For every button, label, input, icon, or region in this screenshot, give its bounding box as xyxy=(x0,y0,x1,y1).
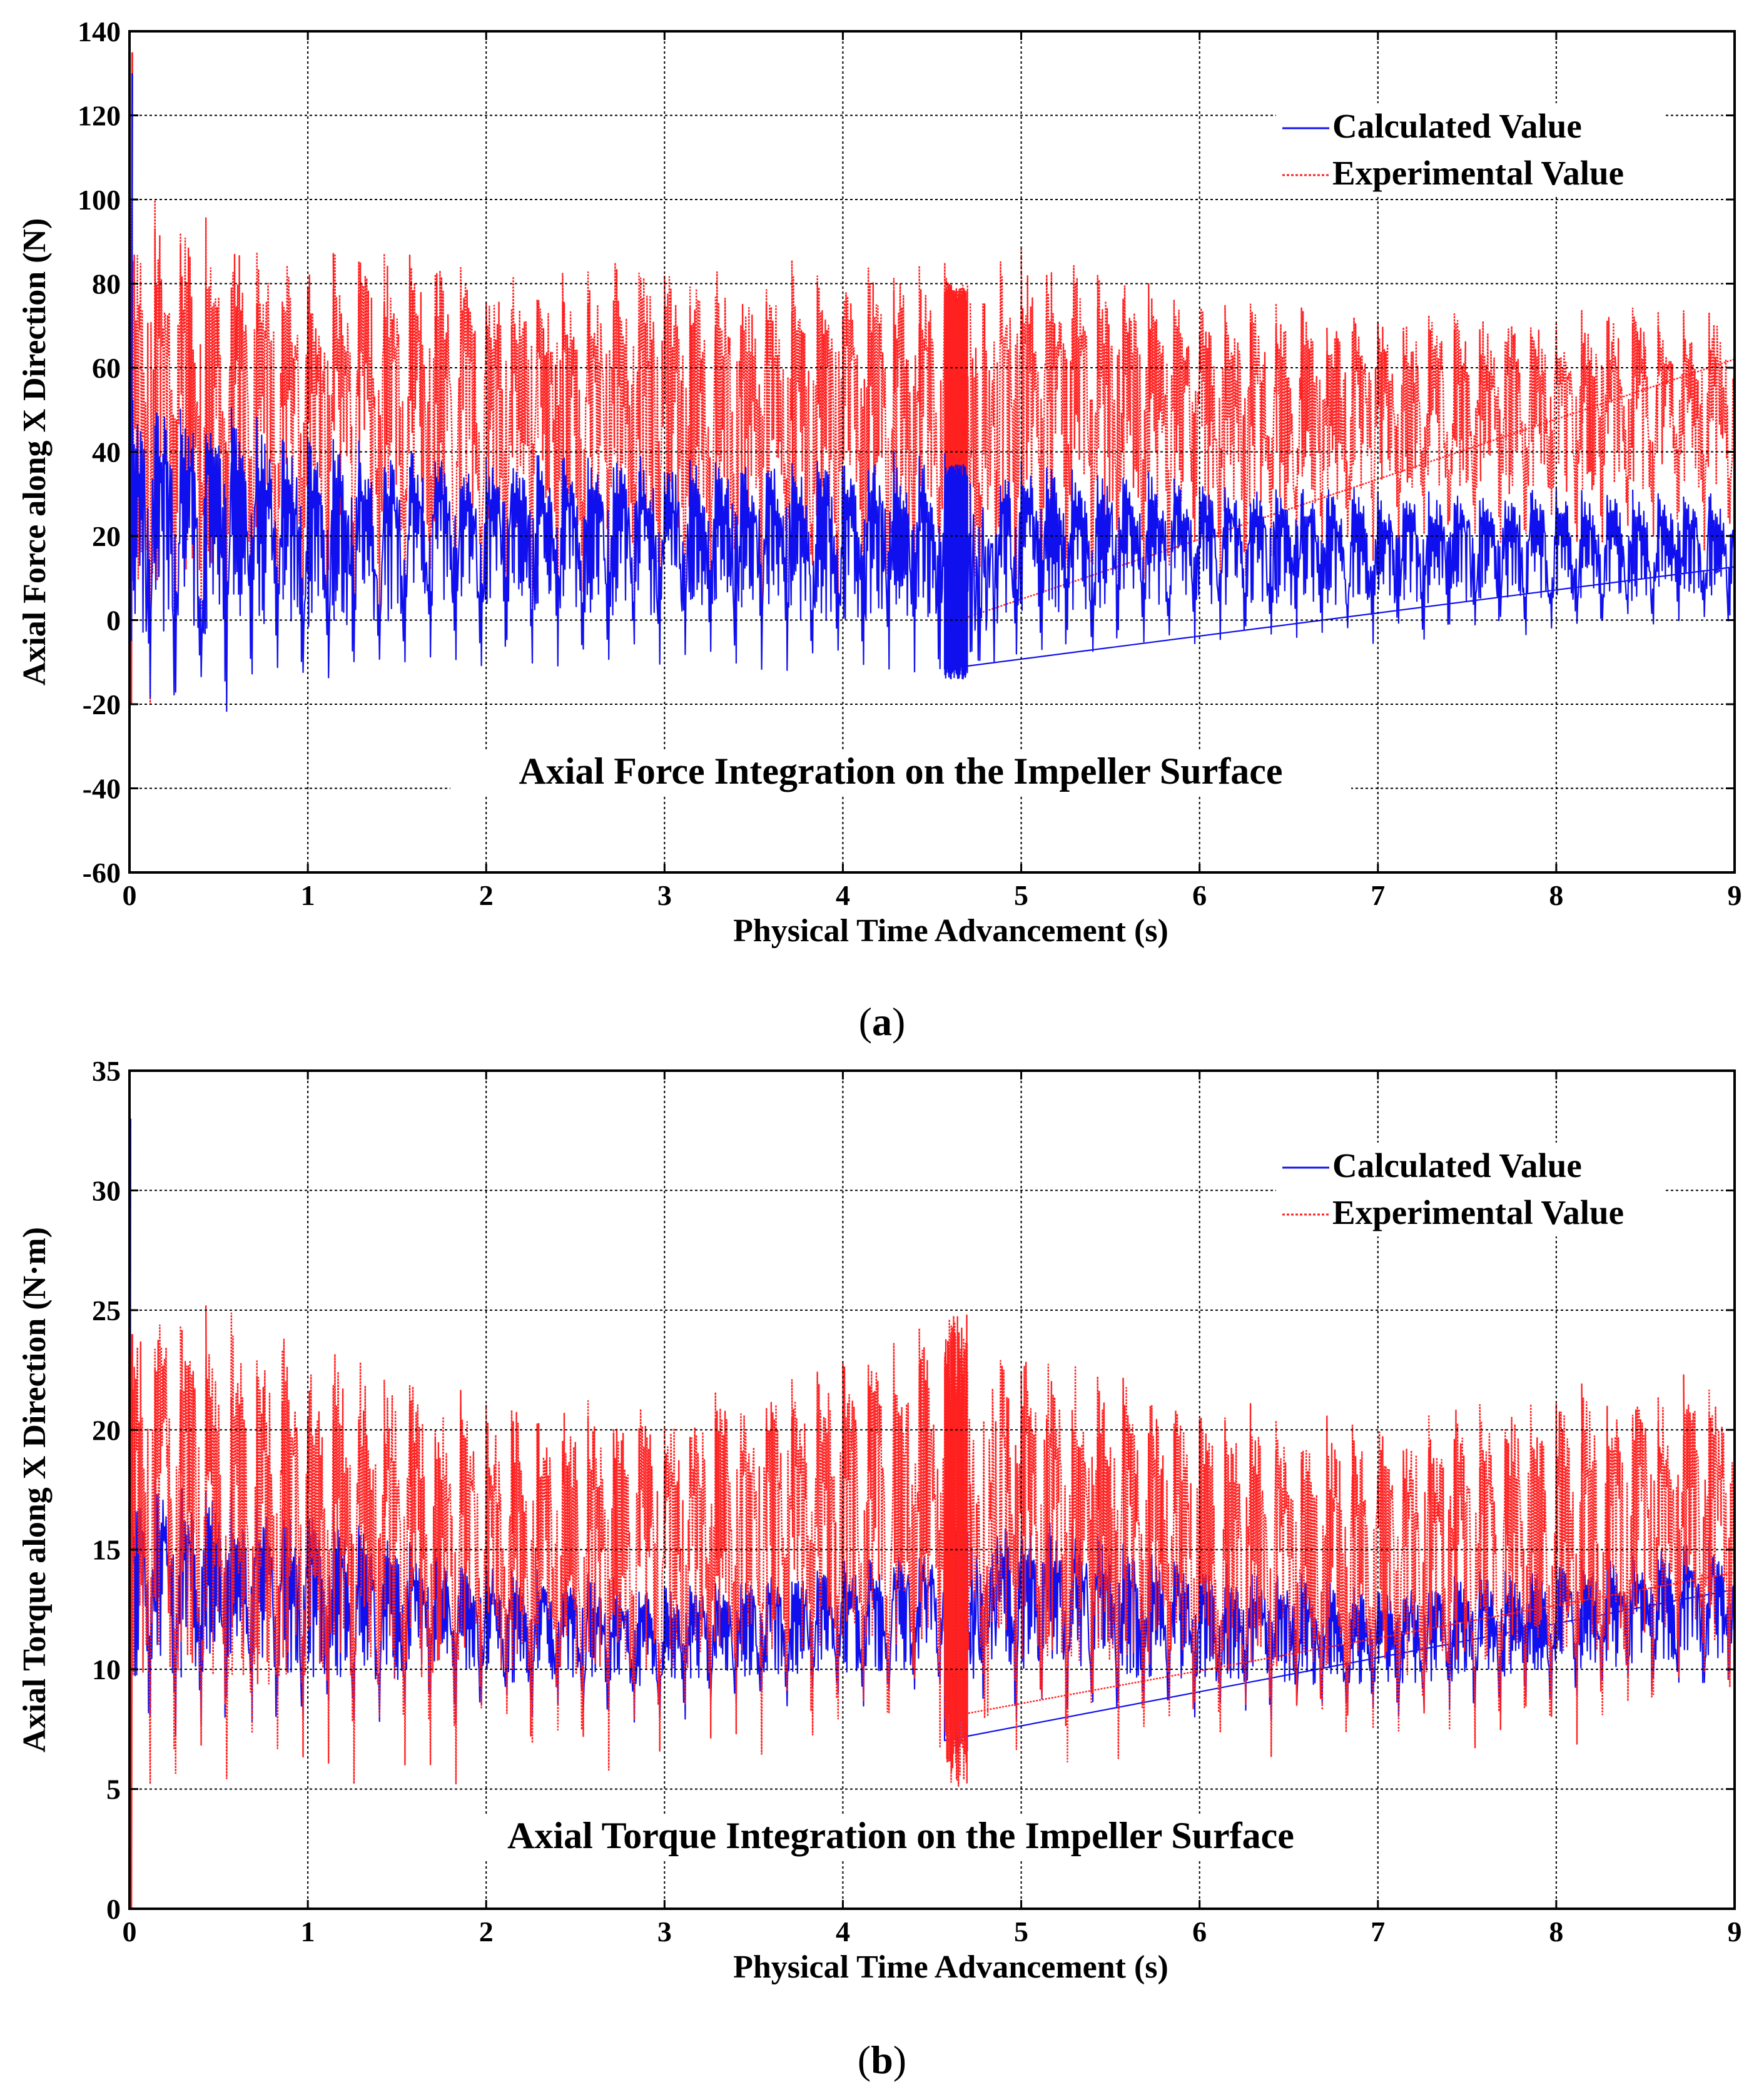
panel-a-legend-calculated: Calculated Value xyxy=(1332,107,1582,145)
panel-b-y-tick-label: 10 xyxy=(92,1654,121,1685)
panel-a-y-tick-label: 80 xyxy=(92,268,121,300)
panel-a-calculated-spike xyxy=(130,73,133,642)
panel-a-annotation-bg xyxy=(450,749,1351,796)
panel-b-caption-open: ( xyxy=(858,2038,871,2082)
panel-a-caption-open: ( xyxy=(859,999,872,1044)
panel-a-y-axis-label: Axial Force along X Direction (N) xyxy=(17,218,53,686)
panel-a-x-tick-label: 7 xyxy=(1371,879,1385,911)
panel-a-calculated-series xyxy=(128,395,1736,712)
panel-b-x-tick-label: 8 xyxy=(1549,1916,1563,1948)
panel-b-x-tick-label: 7 xyxy=(1371,1916,1385,1948)
panel-a-experimental-series xyxy=(128,199,1736,705)
panel-b-y-tick-label: 25 xyxy=(92,1295,121,1327)
panel-b-y-tick-label: 20 xyxy=(92,1414,121,1446)
panel-b-x-tick-label: 3 xyxy=(657,1916,672,1948)
panel-a-y-tick-label: -60 xyxy=(83,857,121,889)
panel-a-ticks: 0 1 2 3 4 5 6 7 8 9 -60 -40 -20 0 20 40 60 80 100 120 140 xyxy=(78,16,1742,911)
panel-b-legend-experimental: Experimental Value xyxy=(1332,1193,1624,1231)
panel-a-y-tick-label: 120 xyxy=(78,100,121,132)
panel-b-x-tick-label: 9 xyxy=(1728,1916,1742,1948)
panel-a-x-tick-label: 8 xyxy=(1549,879,1563,911)
panel-a-x-tick-label: 2 xyxy=(479,879,494,911)
panel-b-grid xyxy=(129,1071,1735,1909)
panel-b-y-tick-label: 30 xyxy=(92,1175,121,1206)
panel-a-y-tick-label: 140 xyxy=(78,16,121,48)
panel-b-legend-bg xyxy=(1276,1143,1664,1236)
panel-a-caption-letter: a xyxy=(872,999,892,1044)
panel-b-y-axis-label: Axial Torque along X Direction (N·m) xyxy=(17,1227,53,1752)
panel-b-axial-torque: 0 1 2 3 4 5 6 7 8 9 0 5 10 15 20 25 30 35 Axial Torque In… xyxy=(17,1055,1742,2082)
panel-b-caption-close: ) xyxy=(893,2038,906,2082)
panel-a-x-tick-label: 1 xyxy=(301,879,315,911)
panel-b-x-tick-label: 6 xyxy=(1192,1916,1207,1948)
panel-b-x-tick-label: 0 xyxy=(123,1916,137,1948)
panel-b-legend-calculated: Calculated Value xyxy=(1332,1146,1582,1185)
panel-b-x-tick-label: 1 xyxy=(301,1916,315,1948)
panel-a-y-tick-label: 0 xyxy=(106,605,121,637)
panel-a-x-tick-label: 6 xyxy=(1192,879,1207,911)
panel-b-y-tick-label: 5 xyxy=(106,1774,121,1806)
panel-b-x-tick-label: 2 xyxy=(479,1916,494,1948)
panel-b-annotation: Axial Torque Integration on the Impeller… xyxy=(507,1815,1294,1856)
panel-a-y-tick-label: 60 xyxy=(92,352,121,384)
panel-a-y-tick-label: 40 xyxy=(92,437,121,468)
panel-b-caption: (b) xyxy=(858,2038,906,2082)
panel-a-legend-experimental: Experimental Value xyxy=(1332,154,1624,192)
panel-a-caption: (a) xyxy=(859,999,906,1044)
panel-a-legend: Calculated Value Experimental Value xyxy=(1276,103,1664,197)
panel-a-y-tick-label: -20 xyxy=(83,689,121,720)
panel-a-axial-force: 0 1 2 3 4 5 6 7 8 9 -60 -40 -20 0 20 40 60 80 100 120 140 Ax… xyxy=(17,16,1742,1044)
panel-a-y-tick-label: 100 xyxy=(78,184,121,216)
panel-b-ticks: 0 1 2 3 4 5 6 7 8 9 0 5 10 15 20 25 30 35 xyxy=(92,1055,1742,1948)
panel-b-experimental-series xyxy=(128,1305,1736,1787)
panel-a-x-tick-label: 3 xyxy=(657,879,672,911)
panel-a-y-tick-label: -40 xyxy=(83,773,121,805)
panel-b-x-tick-label: 5 xyxy=(1014,1916,1028,1948)
panel-a-x-tick-label: 4 xyxy=(836,879,850,911)
panel-b-x-axis-label: Physical Time Advancement (s) xyxy=(733,1949,1168,1985)
panel-b-caption-letter: b xyxy=(871,2038,893,2082)
panel-a-grid xyxy=(129,31,1735,872)
panel-b-y-tick-label: 35 xyxy=(92,1055,121,1087)
panel-b-annotation-bg xyxy=(435,1814,1367,1861)
panel-b-plot-frame xyxy=(128,1069,1736,1910)
panel-b-legend: Calculated Value Experimental Value xyxy=(1276,1143,1664,1236)
panel-b-y-tick-label: 15 xyxy=(92,1534,121,1566)
panel-a-x-tick-label: 0 xyxy=(123,879,137,911)
panel-b-x-tick-label: 4 xyxy=(836,1916,850,1948)
panel-a-legend-bg xyxy=(1276,103,1664,197)
panel-a-x-tick-label: 9 xyxy=(1728,879,1742,911)
panel-a-x-tick-label: 5 xyxy=(1014,879,1028,911)
panel-b-experimental-spike xyxy=(130,1334,133,1909)
panel-a-x-axis-label: Physical Time Advancement (s) xyxy=(733,913,1168,949)
panel-a-caption-close: ) xyxy=(892,999,905,1044)
panel-a-y-tick-label: 20 xyxy=(92,520,121,552)
panel-b-y-tick-label: 0 xyxy=(106,1893,121,1925)
panel-a-annotation: Axial Force Integration on the Impeller … xyxy=(519,750,1283,792)
